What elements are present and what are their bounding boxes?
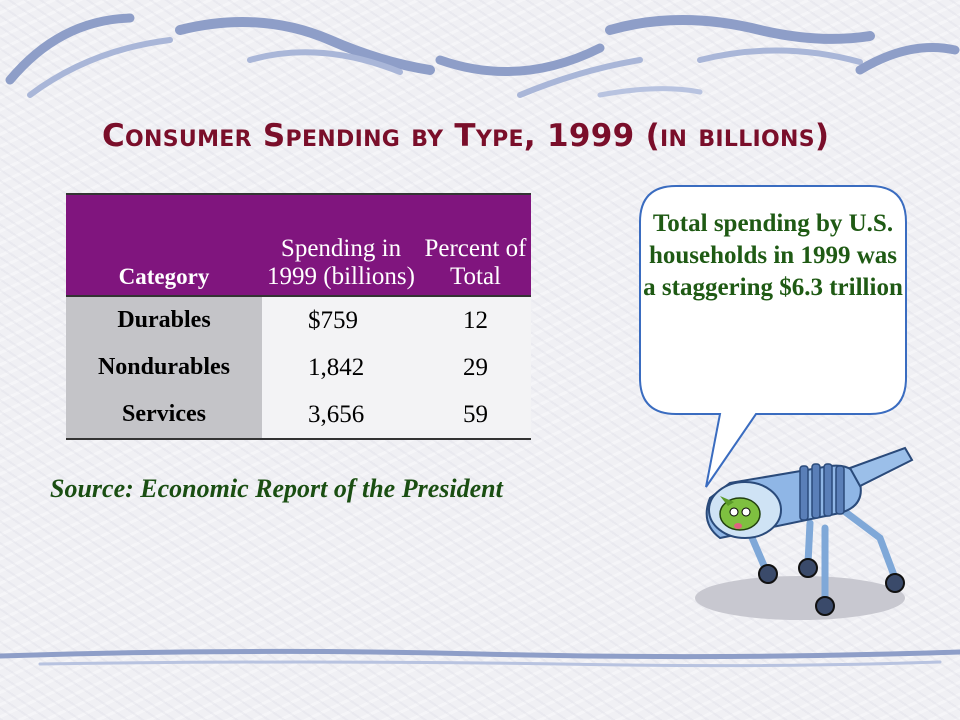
slide-title: Consumer Spending by Type, 1999 (in bill… [102, 118, 830, 154]
row-category: Services [66, 391, 262, 439]
header-percent: Percent of Total [420, 194, 531, 296]
header-spending: Spending in 1999 (billions) [262, 194, 420, 296]
row-percent: 29 [420, 344, 531, 391]
table-row: Nondurables 1,842 29 [66, 344, 531, 391]
speech-bubble [639, 185, 907, 488]
spending-table: Category Spending in 1999 (billions) Per… [66, 193, 531, 440]
decorative-swoosh-bottom [0, 648, 960, 668]
row-spending: 3,656 [262, 391, 420, 439]
table-row: Services 3,656 59 [66, 391, 531, 439]
source-note: Source: Economic Report of the President [50, 474, 503, 503]
table-header-row: Category Spending in 1999 (billions) Per… [66, 194, 531, 296]
row-percent: 12 [420, 295, 531, 344]
robot-dog-illustration [695, 446, 914, 620]
row-category: Nondurables [66, 344, 262, 391]
table-row: Durables $759 12 [66, 295, 531, 344]
row-category: Durables [66, 295, 262, 344]
row-percent: 59 [420, 391, 531, 439]
row-spending: 1,842 [262, 344, 420, 391]
callout-text: Total spending by U.S. households in 199… [643, 210, 903, 301]
row-spending: $759 [262, 295, 420, 344]
header-category: Category [66, 194, 262, 296]
decorative-swoosh-top [5, 13, 960, 98]
